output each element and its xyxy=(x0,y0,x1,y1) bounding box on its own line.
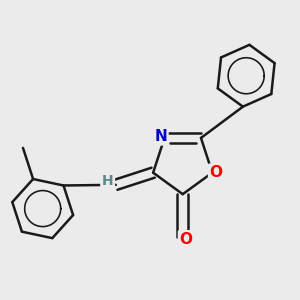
Text: O: O xyxy=(210,165,223,180)
Text: N: N xyxy=(154,129,167,144)
Text: O: O xyxy=(179,232,193,247)
Text: H: H xyxy=(102,174,113,188)
